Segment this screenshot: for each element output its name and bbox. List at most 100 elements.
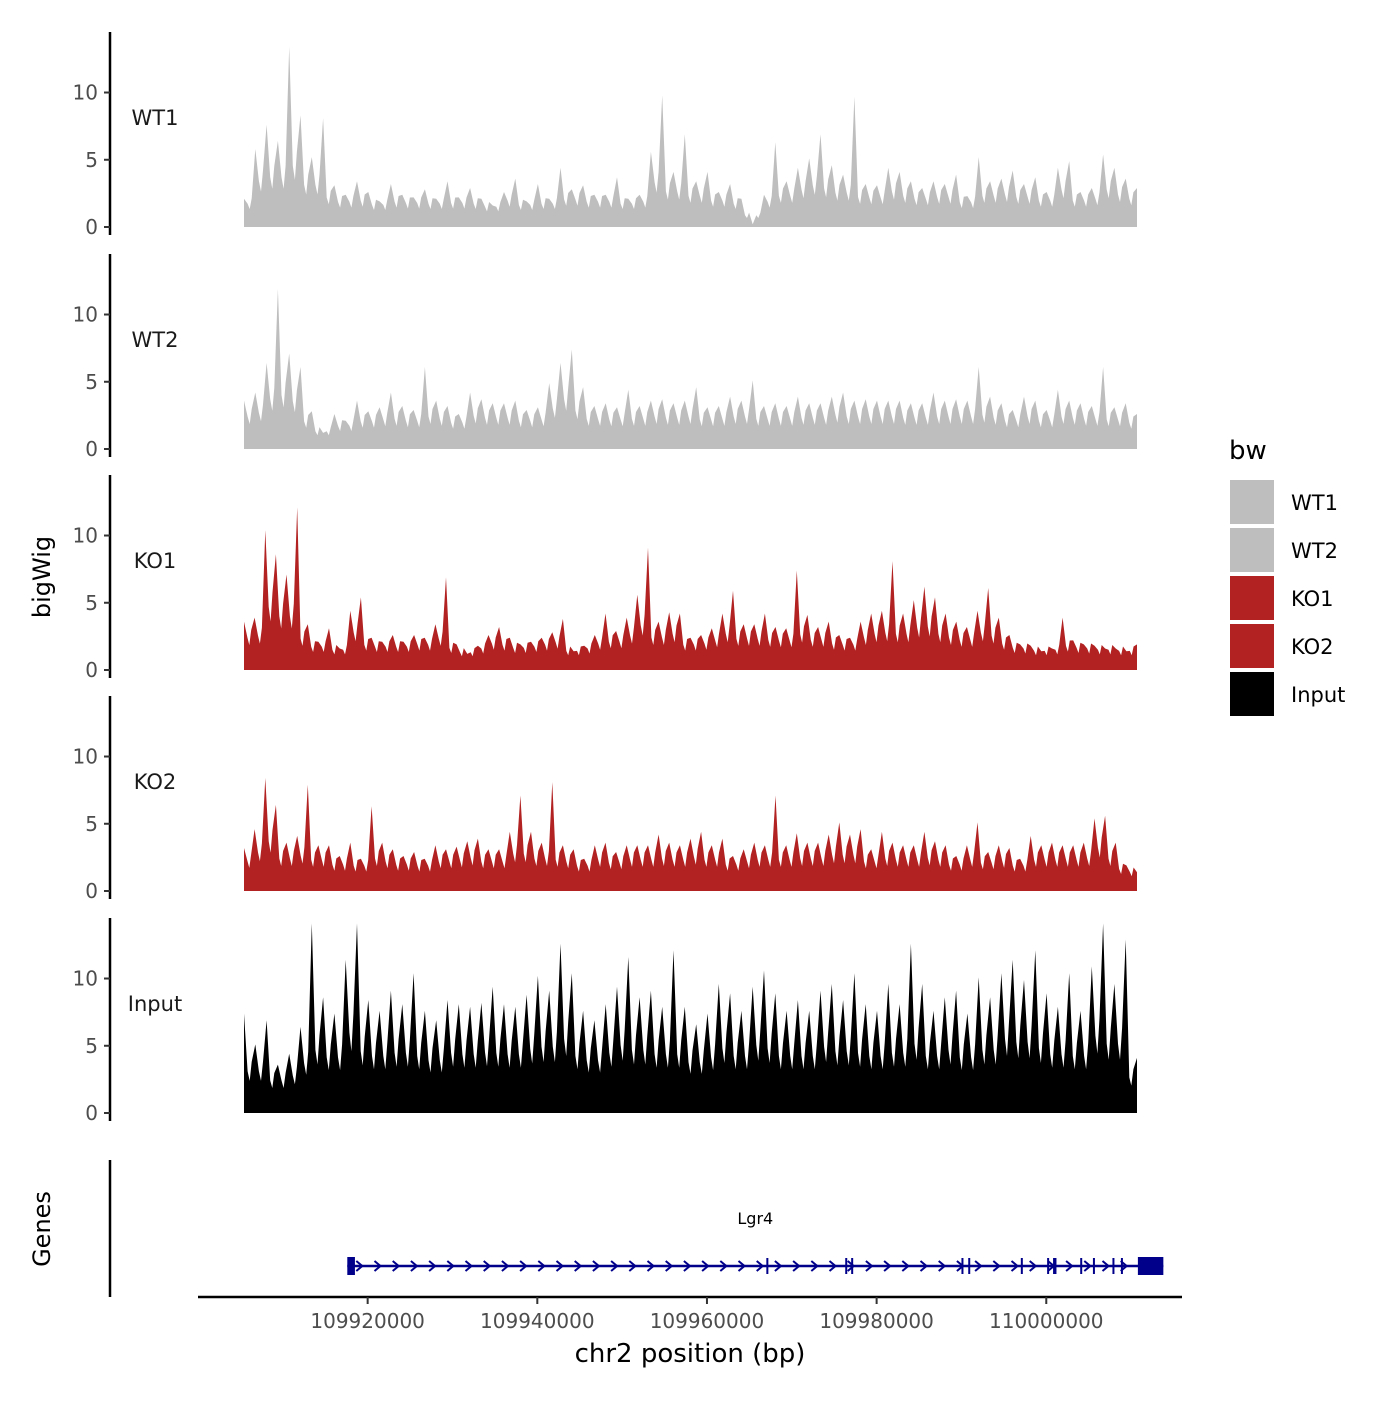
track-label: WT2 [132, 328, 179, 352]
strand-arrow [756, 1260, 765, 1272]
legend-label-wt1: WT1 [1291, 491, 1338, 515]
track-ko2: 0 5 10 KO2 [73, 696, 1137, 903]
strand-arrow [919, 1260, 929, 1272]
strand-arrow [574, 1260, 583, 1272]
strand-arrow [665, 1260, 674, 1272]
gene-name: Lgr4 [737, 1209, 773, 1228]
track-wt1: 0 5 10 WT1 [73, 32, 1137, 239]
legend-key-wt2 [1230, 528, 1274, 572]
strand-arrow [373, 1260, 383, 1272]
x-axis-title: chr2 position (bp) [575, 1339, 806, 1369]
signal-area-wt2 [244, 289, 1137, 449]
x-tick-label: 109980000 [819, 1309, 934, 1333]
strand-arrow [1083, 1260, 1092, 1272]
strand-arrow [610, 1260, 619, 1272]
exon [1047, 1258, 1050, 1274]
exon [968, 1258, 971, 1274]
strand-arrow [701, 1260, 710, 1272]
legend-key-ko2 [1230, 624, 1274, 668]
y-axis-title-genes: Genes [28, 1191, 56, 1267]
strand-arrow [446, 1260, 455, 1272]
strand-arrow [774, 1260, 783, 1272]
bigwig-tracks: 0 5 10 WT1 0 5 10 WT2 0 5 10 KO1 0 5 10 KO2 0 5 10 Input [73, 32, 1137, 1125]
legend-label-wt2: WT2 [1291, 539, 1338, 563]
exon [1080, 1258, 1083, 1274]
strand-arrow [537, 1260, 546, 1272]
y-tick-label: 5 [85, 148, 98, 172]
y-axis-title-bigwig: bigWig [28, 536, 56, 618]
strand-arrow [737, 1260, 747, 1272]
exon [845, 1258, 848, 1274]
track-label: WT1 [132, 106, 179, 130]
signal-area-input [244, 923, 1137, 1113]
strand-arrow [1065, 1260, 1074, 1272]
strand-arrow [646, 1260, 656, 1272]
track-label: KO1 [134, 549, 177, 573]
legend-label-ko1: KO1 [1291, 587, 1334, 611]
strand-arrow [1010, 1260, 1020, 1272]
genes-panel: Lgr4 [108, 1160, 1164, 1297]
legend-label-ko2: KO2 [1291, 635, 1334, 659]
track-label: Input [128, 992, 182, 1016]
legend-label-input: Input [1291, 683, 1345, 707]
strand-arrow [392, 1260, 401, 1272]
strand-arrow [883, 1260, 892, 1272]
strand-arrow [628, 1260, 637, 1272]
signal-area-ko2 [244, 778, 1137, 891]
y-tick-label: 10 [73, 524, 98, 548]
track-input: 0 5 10 Input [73, 918, 1137, 1125]
y-tick-label: 10 [73, 303, 98, 327]
strand-arrow [974, 1260, 983, 1272]
strand-arrow [865, 1260, 874, 1272]
y-tick-label: 0 [85, 1101, 98, 1125]
y-tick-label: 0 [85, 658, 98, 682]
exon [961, 1258, 964, 1274]
signal-area-wt1 [244, 46, 1137, 227]
track-label: KO2 [134, 770, 177, 794]
legend: bw WT1 WT2 KO1 KO2 Input [1229, 436, 1345, 716]
y-tick-label: 5 [85, 812, 98, 836]
strand-arrow [719, 1260, 728, 1272]
x-tick-label: 110000000 [989, 1309, 1104, 1333]
gene-lgr4: Lgr4 [347, 1209, 1164, 1275]
exon [1137, 1257, 1164, 1275]
legend-key-input [1230, 672, 1274, 716]
strand-arrow [464, 1260, 474, 1272]
strand-arrow [428, 1260, 437, 1272]
legend-title: bw [1229, 436, 1267, 466]
strand-arrow [938, 1260, 947, 1272]
y-tick-label: 0 [85, 879, 98, 903]
strand-arrow [555, 1260, 565, 1272]
y-tick-label: 10 [73, 745, 98, 769]
legend-key-ko1 [1230, 576, 1274, 620]
strand-arrow [410, 1260, 419, 1272]
exon [1053, 1258, 1057, 1274]
exon [347, 1257, 355, 1275]
strand-arrow [1029, 1260, 1038, 1272]
strand-arrow [501, 1260, 510, 1272]
strand-arrow [847, 1260, 856, 1272]
y-tick-label: 5 [85, 1034, 98, 1058]
y-tick-label: 0 [85, 437, 98, 461]
strand-arrow [483, 1260, 492, 1272]
strand-arrow [683, 1260, 692, 1272]
x-tick-label: 109920000 [310, 1309, 425, 1333]
strand-arrow [792, 1260, 801, 1272]
exon [1092, 1258, 1095, 1274]
exon [1120, 1258, 1123, 1274]
track-wt2: 0 5 10 WT2 [73, 254, 1137, 461]
exon [851, 1258, 854, 1274]
strand-arrow [828, 1260, 838, 1272]
y-tick-label: 5 [85, 591, 98, 615]
exon [1020, 1258, 1023, 1274]
legend-key-wt1 [1230, 480, 1274, 524]
y-tick-label: 0 [85, 215, 98, 239]
strand-arrow [992, 1260, 1001, 1272]
exon [766, 1258, 769, 1274]
strand-arrow [810, 1260, 819, 1272]
strand-arrow [1101, 1260, 1111, 1272]
strand-arrow [519, 1260, 528, 1272]
